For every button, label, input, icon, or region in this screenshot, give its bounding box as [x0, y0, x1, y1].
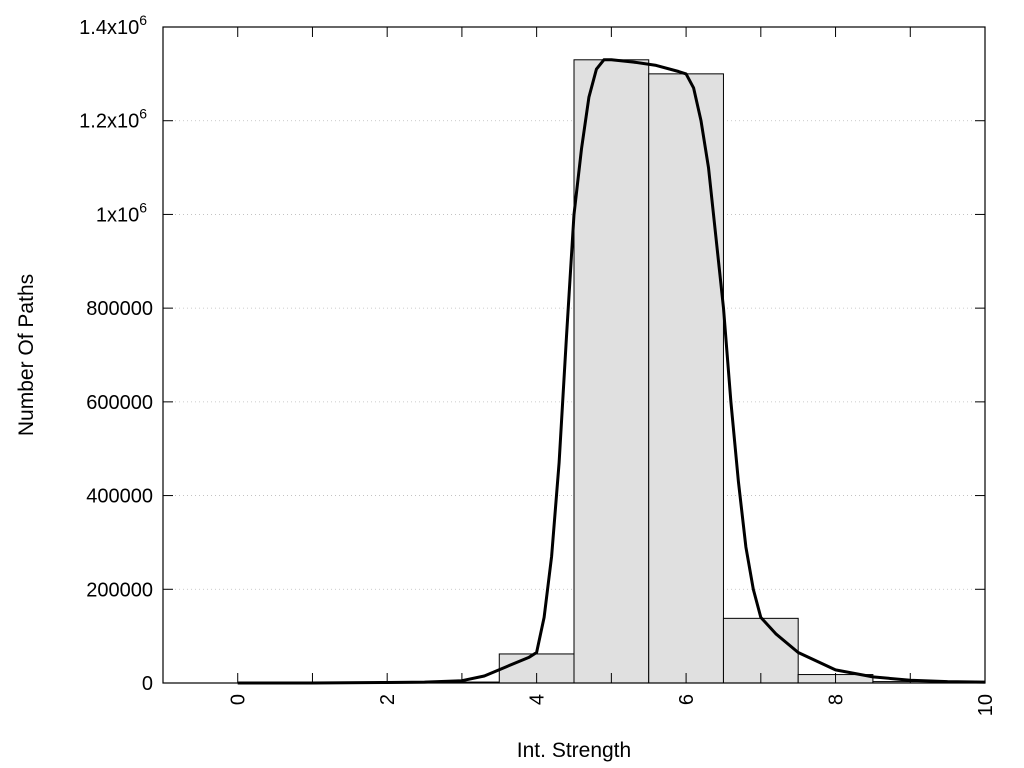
y-tick-label: 400000	[86, 486, 153, 508]
fit-curve	[237, 58, 986, 685]
plot-frame	[162, 26, 986, 684]
y-tick-label: 0	[142, 673, 153, 695]
axis-ticks	[163, 26, 986, 684]
x-tick-labels: 0 2 4 6 8 10	[228, 694, 997, 716]
x-tick-label: 4	[527, 694, 549, 705]
x-tick-label: 0	[228, 694, 250, 705]
x-tick-label: 6	[676, 694, 698, 705]
grid-lines	[163, 120, 985, 590]
histogram-bar	[648, 73, 724, 684]
y-tick-label: 800000	[86, 298, 153, 320]
y-tick-label: 1.4x106	[79, 12, 147, 39]
fit-curve-line	[237, 58, 986, 685]
x-tick-label: 10	[975, 694, 997, 716]
y-tick-label: 200000	[86, 579, 153, 601]
y-tick-label: 600000	[86, 392, 153, 414]
y-tick-label: 1x106	[96, 199, 147, 226]
x-tick-label: 8	[826, 694, 848, 705]
histogram-bar	[573, 59, 650, 684]
y-tick-label: 1.2x106	[79, 106, 147, 133]
x-tick-label: 2	[377, 694, 399, 705]
y-axis-label: Number Of Paths	[15, 274, 38, 436]
y-tick-labels: 0 200000 400000 600000 800000 1x106 1.2x106 1.4…	[79, 12, 153, 695]
x-axis-label: Int. Strength	[517, 739, 631, 762]
